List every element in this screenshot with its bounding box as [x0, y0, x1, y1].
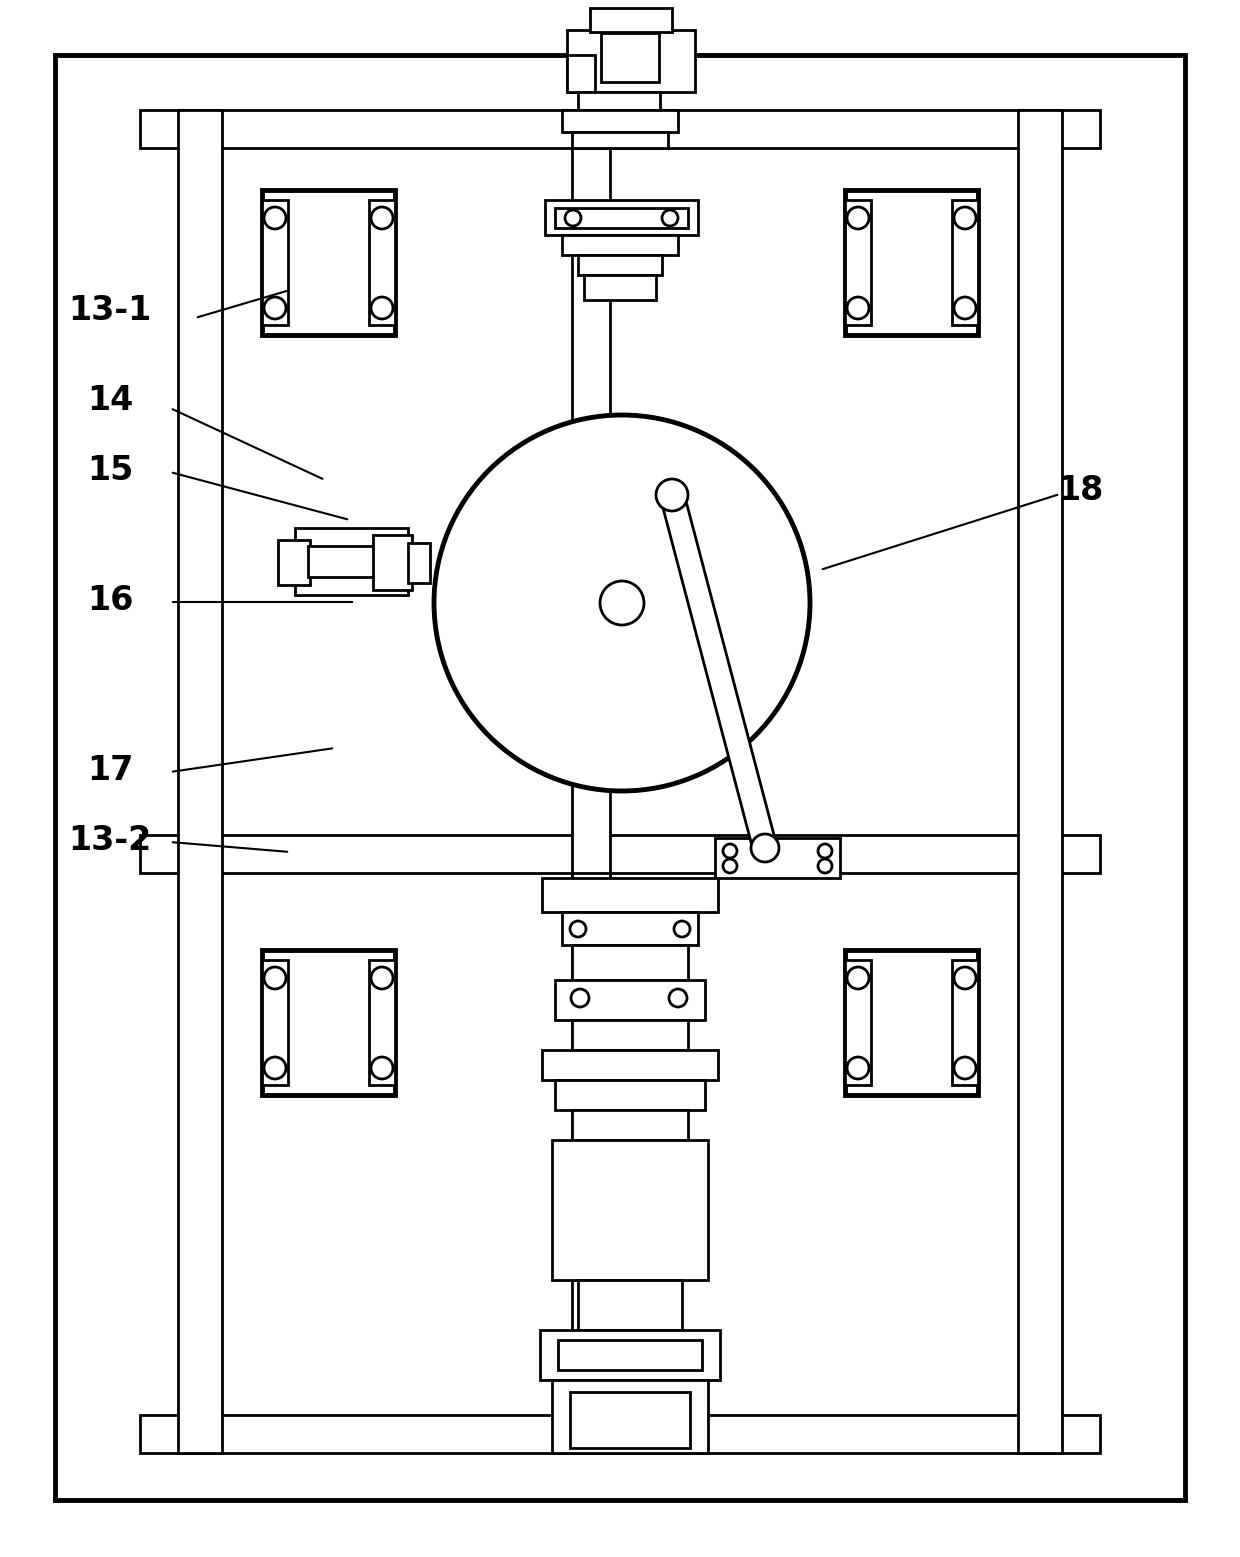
Bar: [844, 961, 870, 1085]
Circle shape: [818, 859, 832, 873]
Bar: [578, 92, 660, 111]
Bar: [601, 33, 658, 83]
Circle shape: [751, 835, 779, 863]
Circle shape: [675, 922, 689, 937]
Bar: [844, 199, 870, 325]
Bar: [715, 838, 839, 878]
Bar: [370, 199, 396, 325]
Bar: [567, 54, 595, 92]
Circle shape: [600, 581, 644, 624]
Bar: [558, 1341, 702, 1370]
Bar: [408, 543, 430, 582]
Circle shape: [847, 297, 869, 319]
Bar: [952, 961, 978, 1085]
Text: 18: 18: [1056, 473, 1104, 506]
Circle shape: [723, 844, 737, 858]
Bar: [844, 190, 978, 335]
Circle shape: [723, 859, 737, 873]
Bar: [572, 1020, 688, 1049]
Bar: [179, 111, 222, 1453]
Bar: [140, 1415, 1100, 1453]
Bar: [572, 1110, 688, 1140]
Circle shape: [371, 1057, 393, 1079]
Bar: [562, 912, 698, 945]
Bar: [552, 1140, 708, 1280]
Bar: [1018, 111, 1061, 1453]
Polygon shape: [661, 492, 776, 852]
Bar: [373, 536, 412, 590]
Circle shape: [662, 210, 678, 226]
Bar: [570, 1392, 689, 1448]
Circle shape: [847, 207, 869, 229]
Bar: [844, 950, 978, 1095]
Bar: [578, 1280, 682, 1330]
Bar: [578, 255, 662, 276]
Bar: [262, 961, 288, 1085]
Text: 14: 14: [87, 383, 133, 417]
Circle shape: [954, 297, 976, 319]
Bar: [262, 950, 396, 1095]
Bar: [262, 199, 288, 325]
Bar: [572, 873, 610, 1415]
Bar: [952, 199, 978, 325]
Bar: [140, 111, 1100, 148]
Circle shape: [371, 297, 393, 319]
Bar: [572, 132, 668, 148]
Circle shape: [264, 1057, 286, 1079]
Circle shape: [434, 416, 810, 791]
Circle shape: [565, 210, 582, 226]
Text: 15: 15: [87, 453, 133, 486]
Bar: [278, 540, 310, 585]
Circle shape: [656, 480, 688, 511]
Circle shape: [954, 967, 976, 989]
Bar: [556, 209, 688, 227]
Circle shape: [371, 207, 393, 229]
Bar: [542, 878, 718, 912]
Bar: [542, 1049, 718, 1081]
Circle shape: [264, 967, 286, 989]
Bar: [590, 8, 672, 33]
Bar: [140, 835, 1100, 873]
Bar: [552, 1380, 708, 1453]
Circle shape: [264, 297, 286, 319]
Circle shape: [847, 1057, 869, 1079]
Text: 16: 16: [87, 584, 133, 617]
Circle shape: [847, 967, 869, 989]
Text: 13-1: 13-1: [68, 294, 151, 327]
Bar: [567, 30, 694, 92]
Bar: [295, 528, 408, 595]
Bar: [562, 235, 678, 255]
Bar: [556, 979, 706, 1020]
Circle shape: [264, 207, 286, 229]
Circle shape: [570, 922, 587, 937]
Bar: [572, 945, 688, 979]
Bar: [584, 276, 656, 301]
Bar: [370, 961, 396, 1085]
Bar: [562, 111, 678, 132]
Bar: [262, 190, 396, 335]
Bar: [308, 547, 374, 578]
Bar: [546, 199, 698, 235]
Circle shape: [954, 1057, 976, 1079]
Bar: [556, 1081, 706, 1110]
Circle shape: [818, 844, 832, 858]
Text: 13-2: 13-2: [68, 824, 151, 856]
Circle shape: [371, 967, 393, 989]
Circle shape: [570, 989, 589, 1007]
Circle shape: [954, 207, 976, 229]
Bar: [539, 1330, 720, 1380]
Bar: [572, 148, 610, 900]
Circle shape: [670, 989, 687, 1007]
Text: 17: 17: [87, 754, 133, 786]
